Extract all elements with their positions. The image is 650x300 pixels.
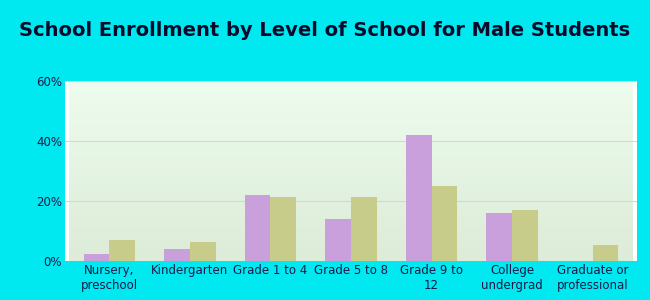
Bar xyxy=(270,196,296,261)
Bar xyxy=(351,196,377,261)
Bar xyxy=(593,244,618,261)
Bar xyxy=(406,135,432,261)
Bar xyxy=(84,254,109,261)
Bar xyxy=(190,242,216,261)
Bar xyxy=(486,213,512,261)
Bar xyxy=(432,186,458,261)
Bar xyxy=(512,210,538,261)
Text: School Enrollment by Level of School for Male Students: School Enrollment by Level of School for… xyxy=(20,21,630,40)
Bar xyxy=(109,240,135,261)
Bar xyxy=(244,195,270,261)
Bar xyxy=(325,219,351,261)
Bar xyxy=(164,249,190,261)
